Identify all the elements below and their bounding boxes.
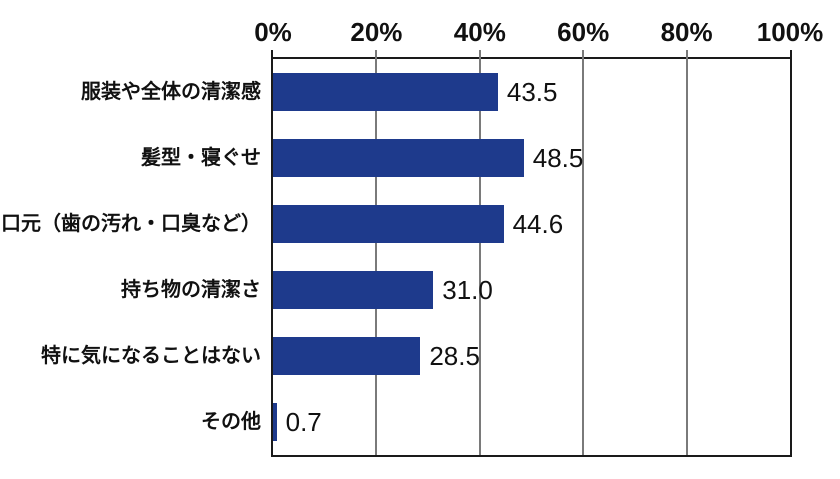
x-axis-tick-label: 20% [350,17,403,47]
bar-row: 持ち物の清潔さ 31.0 [121,257,790,323]
value-label: 48.5 [532,143,584,173]
x-axis-tick-label: 60% [557,17,610,47]
plot-area: 0% 20% 40% 60% 80% 100% 服装や全体の清潔感 43.5 髪… [1,19,823,457]
x-axis-tick-label: 40% [453,17,506,47]
bar-row: 口元（歯の汚れ・口臭など） 44.6 [1,191,790,257]
value-label: 31.0 [442,275,493,305]
value-label: 28.5 [429,341,480,371]
bar-row: その他 0.7 [201,389,790,455]
bar [273,205,504,243]
bar-row: 特に気になることはない 28.5 [41,323,790,389]
category-label: 服装や全体の清潔感 [81,81,261,103]
axis-tick [790,50,792,59]
category-label: 持ち物の清潔さ [121,279,261,301]
value-label: 44.6 [512,209,564,239]
x-axis-tick-label: 0% [254,17,292,47]
value-label: 43.5 [506,77,558,107]
bar-row: 服装や全体の清潔感 43.5 [81,59,790,125]
category-label: 口元（歯の汚れ・口臭など） [1,213,261,235]
axis-tick [271,50,273,59]
bar-rows: 服装や全体の清潔感 43.5 髪型・寝ぐせ 48.5 口元（歯の汚れ・口臭など）… [1,59,790,455]
gridline [375,50,378,455]
gridline [478,50,481,455]
bar-row: 髪型・寝ぐせ 48.5 [141,125,790,191]
gridline [685,50,688,455]
category-label: 特に気になることはない [41,345,261,367]
x-axis-tick-label: 100% [756,17,824,47]
category-label: 髪型・寝ぐせ [141,147,261,169]
x-axis-tick-label: 80% [660,17,713,47]
value-label: 0.7 [285,407,322,437]
category-label: その他 [201,411,261,433]
bar [273,73,498,111]
bar [273,271,434,309]
bar [273,337,421,375]
bar [273,403,277,441]
bar [273,139,524,177]
gridline [582,50,585,455]
